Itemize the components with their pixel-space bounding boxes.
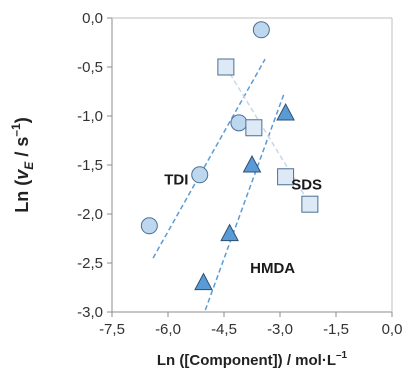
y-tick-label: -2,0 bbox=[77, 206, 103, 223]
point-hmda bbox=[242, 154, 262, 173]
x-tick-label: -7,5 bbox=[99, 321, 125, 338]
x-tick-label: -1,5 bbox=[323, 321, 349, 338]
series-label-sds: SDS bbox=[291, 177, 322, 194]
y-tick-label: 0,0 bbox=[82, 10, 103, 27]
x-axis-title: Ln ([Component]) / mol·L–1 bbox=[157, 350, 348, 369]
y-tick-label: -1,0 bbox=[77, 108, 103, 125]
y-tick-label: -1,5 bbox=[77, 157, 103, 174]
y-tick-label: -3,0 bbox=[77, 304, 103, 321]
series-label-tdi: TDI bbox=[164, 172, 188, 189]
trend-line-sds bbox=[225, 66, 311, 205]
point-tdi bbox=[191, 166, 209, 184]
x-tick-label: -3,0 bbox=[267, 321, 293, 338]
point-sds bbox=[217, 58, 235, 76]
data-points bbox=[140, 21, 319, 291]
x-tick-label: -4,5 bbox=[211, 321, 237, 338]
point-hmda bbox=[220, 223, 239, 242]
x-axis-ticks: -7,5 -6,0 -4,5 -3,0 -1,5 0,0 bbox=[99, 312, 402, 338]
y-tick-label: -0,5 bbox=[77, 59, 103, 76]
trend-line-hmda bbox=[204, 94, 285, 311]
series-labels: TDI HMDA SDS bbox=[164, 172, 322, 277]
y-tick-label: -2,5 bbox=[77, 255, 103, 272]
point-hmda bbox=[276, 102, 295, 121]
y-axis-title: Ln (vE / s–1) bbox=[9, 117, 36, 212]
x-tick-label: 0,0 bbox=[382, 321, 403, 338]
trend-line-tdi bbox=[152, 58, 266, 259]
x-tick-label: -6,0 bbox=[155, 321, 181, 338]
point-tdi bbox=[140, 217, 158, 235]
series-label-hmda: HMDA bbox=[250, 260, 295, 277]
y-axis-ticks: 0,0 -0,5 -1,0 -1,5 -2,0 -2,5 -3,0 bbox=[77, 10, 112, 321]
point-tdi bbox=[252, 21, 270, 39]
point-tdi bbox=[230, 114, 248, 132]
trend-lines bbox=[152, 58, 311, 311]
point-sds bbox=[277, 168, 295, 186]
point-sds bbox=[301, 195, 319, 213]
point-hmda bbox=[194, 272, 213, 291]
point-sds bbox=[245, 119, 263, 137]
